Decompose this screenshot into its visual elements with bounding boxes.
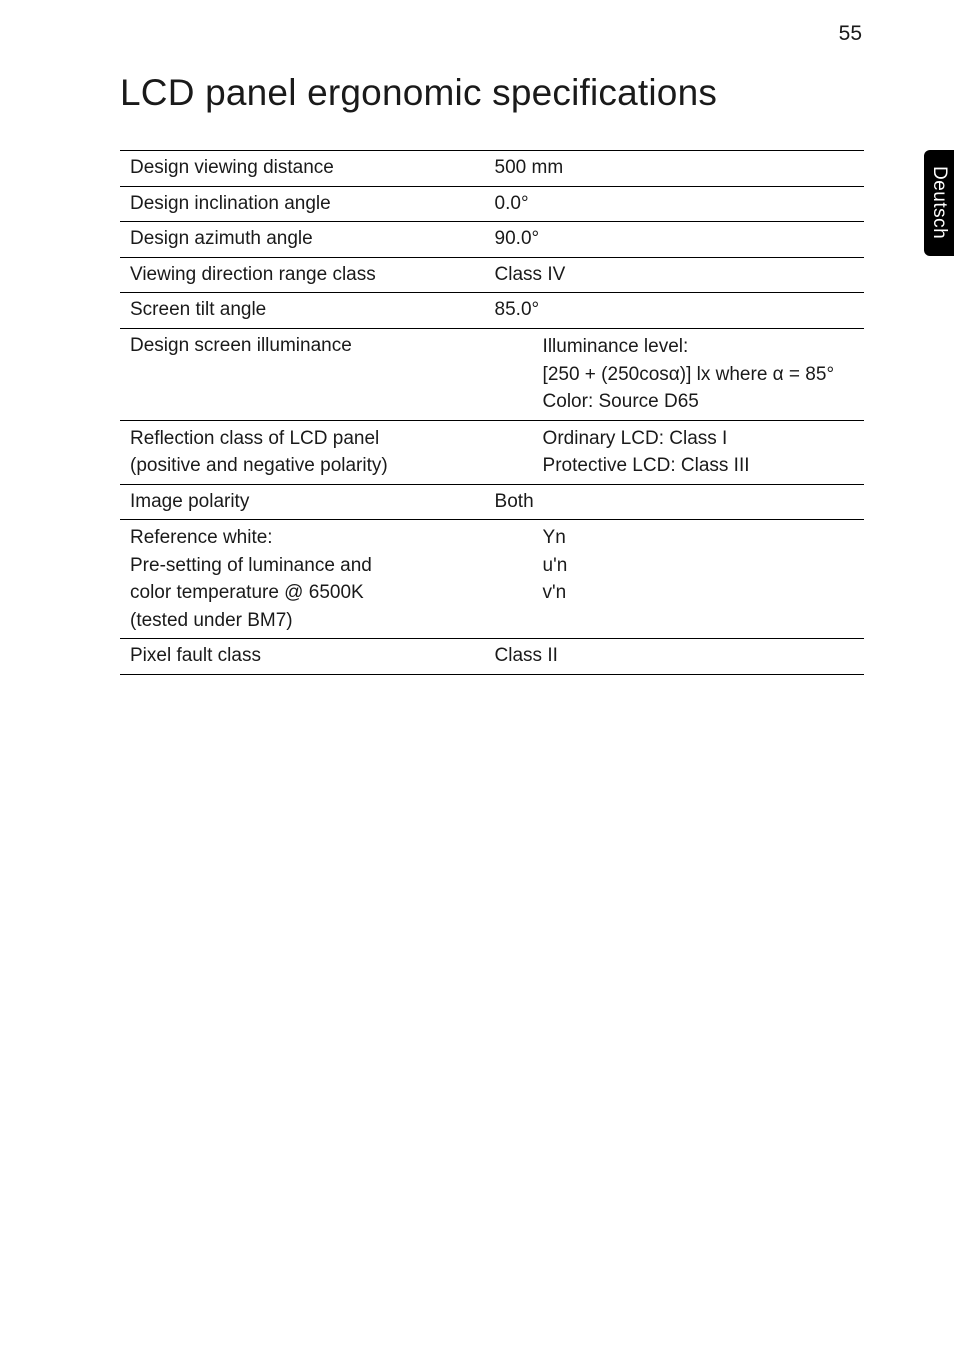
spec-value: Both xyxy=(485,484,864,520)
spec-value: Yn u'n v'n xyxy=(485,520,864,639)
table-row: Image polarity Both xyxy=(120,484,864,520)
reflection-value-line: Ordinary LCD: Class I xyxy=(543,425,858,453)
spec-value: 0.0° xyxy=(485,186,864,222)
refwhite-label-line: Pre-setting of luminance and xyxy=(130,552,479,580)
table-row: Pixel fault class Class II xyxy=(120,639,864,675)
spec-label: Screen tilt angle xyxy=(120,293,485,329)
refwhite-value-line: v'n xyxy=(543,579,858,607)
spec-value: 500 mm xyxy=(485,151,864,187)
illuminance-line: Illuminance level: xyxy=(543,333,858,361)
table-row: Design screen illuminance Illuminance le… xyxy=(120,328,864,420)
page-title: LCD panel ergonomic specifications xyxy=(120,72,864,114)
reflection-label-line: Reflection class of LCD panel xyxy=(130,425,479,453)
table-row: Design viewing distance 500 mm xyxy=(120,151,864,187)
spec-value: 90.0° xyxy=(485,222,864,258)
spec-label: Design viewing distance xyxy=(120,151,485,187)
table-row: Design inclination angle 0.0° xyxy=(120,186,864,222)
illuminance-line: [250 + (250cosα)] lx where α = 85° xyxy=(543,361,858,389)
spec-table: Design viewing distance 500 mm Design in… xyxy=(120,150,864,675)
table-row: Reflection class of LCD panel (positive … xyxy=(120,420,864,484)
spec-value: 85.0° xyxy=(485,293,864,329)
reflection-value-line: Protective LCD: Class III xyxy=(543,452,858,480)
spec-label: Design inclination angle xyxy=(120,186,485,222)
spec-label: Reference white: Pre-setting of luminanc… xyxy=(120,520,485,639)
refwhite-value-line: u'n xyxy=(543,552,858,580)
page-root: 55 Deutsch LCD panel ergonomic specifica… xyxy=(0,0,954,1369)
spec-value: Class II xyxy=(485,639,864,675)
refwhite-value-line: Yn xyxy=(543,524,858,552)
spec-value: Ordinary LCD: Class I Protective LCD: Cl… xyxy=(485,420,864,484)
refwhite-label-line: Reference white: xyxy=(130,524,479,552)
spec-label: Pixel fault class xyxy=(120,639,485,675)
spec-label: Reflection class of LCD panel (positive … xyxy=(120,420,485,484)
refwhite-label-line: (tested under BM7) xyxy=(130,607,479,635)
spec-label: Design azimuth angle xyxy=(120,222,485,258)
spec-label: Design screen illuminance xyxy=(120,328,485,420)
refwhite-label-line: color temperature @ 6500K xyxy=(130,579,479,607)
side-tab-language: Deutsch xyxy=(924,150,954,256)
spec-value: Illuminance level: [250 + (250cosα)] lx … xyxy=(485,328,864,420)
illuminance-line: Color: Source D65 xyxy=(543,388,858,416)
table-row: Screen tilt angle 85.0° xyxy=(120,293,864,329)
reflection-label-line: (positive and negative polarity) xyxy=(130,452,479,480)
spec-label: Image polarity xyxy=(120,484,485,520)
illuminance-lines: Illuminance level: [250 + (250cosα)] lx … xyxy=(495,333,858,416)
table-row: Design azimuth angle 90.0° xyxy=(120,222,864,258)
spec-label: Viewing direction range class xyxy=(120,257,485,293)
page-number: 55 xyxy=(839,22,862,46)
spec-value: Class IV xyxy=(485,257,864,293)
table-row: Viewing direction range class Class IV xyxy=(120,257,864,293)
table-row: Reference white: Pre-setting of luminanc… xyxy=(120,520,864,639)
